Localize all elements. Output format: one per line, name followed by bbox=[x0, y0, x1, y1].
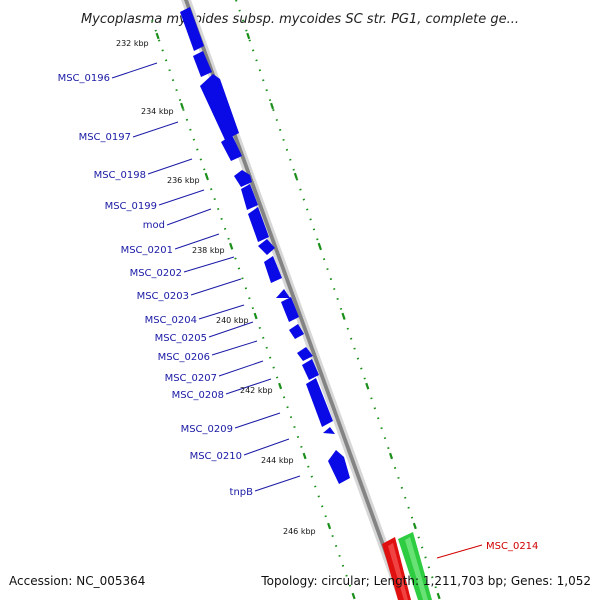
major-tick-mark bbox=[204, 172, 209, 180]
highlighted-genes: MSC_0214 bbox=[382, 532, 538, 600]
msc-0214-leader-line bbox=[436, 544, 483, 559]
major-tick-mark bbox=[412, 522, 417, 530]
gene-arrow-msc-0205 bbox=[281, 297, 299, 322]
label-msc-0210: MSC_0210 bbox=[190, 451, 242, 462]
gene-arrow-msc-0203 bbox=[264, 256, 282, 283]
label-msc-0196: MSC_0196 bbox=[58, 73, 110, 84]
gene-arrow-tnpb bbox=[328, 450, 350, 484]
gene-arrow-msc-0199 bbox=[234, 170, 252, 187]
major-tick-mark bbox=[180, 102, 185, 110]
gene-arrow-msc-0210 bbox=[323, 427, 335, 434]
major-tick-mark bbox=[229, 242, 234, 250]
label-msc-0204: MSC_0204 bbox=[145, 315, 197, 326]
gene-arrow-msc-0209 bbox=[306, 378, 333, 427]
label-msc-0197: MSC_0197 bbox=[79, 132, 131, 143]
gene-arrow-msc-0197 bbox=[200, 74, 239, 140]
label-msc-0208: MSC_0208 bbox=[172, 390, 224, 401]
gene-arrows bbox=[180, 7, 350, 484]
kbp-label-234: 234 kbp bbox=[141, 107, 174, 116]
label-msc-0201: MSC_0201 bbox=[121, 245, 173, 256]
major-tick-mark bbox=[302, 452, 307, 460]
label-msc-0202: MSC_0202 bbox=[130, 268, 182, 279]
major-tick-mark bbox=[327, 522, 332, 530]
outer-tick-track bbox=[235, 0, 441, 600]
major-tick-mark bbox=[389, 452, 394, 460]
gene-arrow-mod bbox=[241, 184, 258, 210]
label-msc-0199: MSC_0199 bbox=[105, 201, 157, 212]
major-tick-mark bbox=[341, 312, 346, 320]
kbp-label-242: 242 kbp bbox=[240, 386, 273, 395]
kbp-label-232: 232 kbp bbox=[116, 39, 149, 48]
label-msc-0207: MSC_0207 bbox=[165, 373, 217, 384]
major-tick-mark bbox=[155, 32, 160, 40]
kbp-labels: 232 kbp 234 kbp 236 kbp 238 kbp 240 kbp … bbox=[116, 39, 316, 536]
major-tick-mark bbox=[246, 32, 251, 40]
major-tick-mark bbox=[278, 382, 283, 390]
gene-arrow-msc-0204 bbox=[276, 289, 290, 298]
kbp-label-238: 238 kbp bbox=[192, 246, 225, 255]
kbp-label-240: 240 kbp bbox=[216, 316, 249, 325]
accession-text: Accession: NC_005364 bbox=[9, 574, 145, 588]
gene-arrow-msc-0208 bbox=[302, 359, 319, 380]
major-tick-mark bbox=[317, 242, 322, 250]
gene-arrow-msc-0202 bbox=[258, 239, 275, 255]
label-msc-0209: MSC_0209 bbox=[181, 424, 233, 435]
gene-arrow-msc-0207 bbox=[297, 347, 313, 361]
kbp-label-246: 246 kbp bbox=[283, 527, 316, 536]
major-tick-mark bbox=[270, 102, 275, 110]
label-msc-0198: MSC_0198 bbox=[94, 170, 146, 181]
major-tick-mark bbox=[436, 592, 441, 600]
gene-arrow-msc-0198 bbox=[221, 135, 242, 161]
gene-labels: MSC_0196 MSC_0197 MSC_0198 MSC_0199 mod … bbox=[58, 73, 254, 498]
gene-arrow-msc-0201 bbox=[248, 207, 269, 242]
major-tick-mark bbox=[293, 172, 298, 180]
major-tick-mark bbox=[253, 312, 258, 320]
kbp-label-244: 244 kbp bbox=[261, 456, 294, 465]
label-msc-0206: MSC_0206 bbox=[158, 352, 210, 363]
major-ticks bbox=[155, 32, 441, 600]
gene-arrow-msc-0196 bbox=[193, 51, 212, 77]
gene-arrow-msc-0206 bbox=[289, 324, 304, 339]
label-msc-0214: MSC_0214 bbox=[486, 541, 538, 552]
kbp-label-236: 236 kbp bbox=[167, 176, 200, 185]
label-msc-0203: MSC_0203 bbox=[137, 291, 189, 302]
label-msc-0205: MSC_0205 bbox=[155, 333, 207, 344]
major-tick-mark bbox=[351, 592, 356, 600]
label-tnpb: tnpB bbox=[230, 487, 254, 498]
map-title: Mycoplasma mycoides subsp. mycoides SC s… bbox=[81, 12, 519, 27]
genome-summary-text: Topology: circular; Length: 1,211,703 bp… bbox=[260, 574, 591, 588]
label-mod: mod bbox=[143, 220, 165, 231]
gene-leader-lines bbox=[111, 62, 301, 492]
major-tick-mark bbox=[365, 382, 370, 390]
gene-arrow-msc-0195 bbox=[180, 7, 204, 51]
